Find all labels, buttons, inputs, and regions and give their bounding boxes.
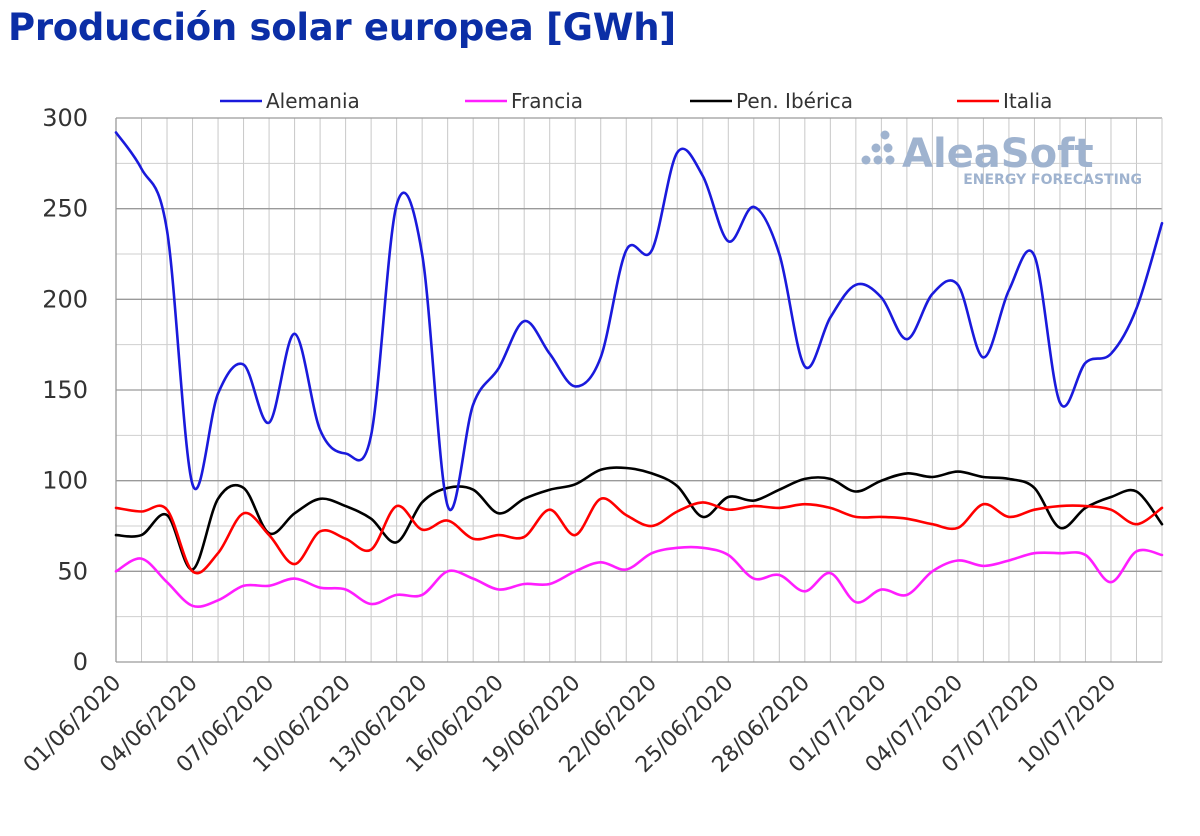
y-tick-label: 200: [42, 285, 88, 313]
y-tick-label: 150: [42, 376, 88, 404]
x-axis: 01/06/202004/06/202007/06/202010/06/2020…: [19, 671, 1121, 778]
legend-label: Alemania: [266, 89, 360, 113]
series-line-francia: [114, 545, 1164, 608]
legend: Alemania Francia Pen. Ibérica Italia: [220, 89, 1052, 113]
legend-label: Francia: [511, 89, 583, 113]
series-line-pen-ib-rica: [114, 466, 1164, 571]
grid: [115, 117, 1163, 663]
y-tick-label: 300: [42, 104, 88, 132]
series-line-alemania: [114, 131, 1164, 511]
logo-tagline: ENERGY FORECASTING: [963, 172, 1142, 188]
legend-label: Pen. Ibérica: [736, 89, 853, 113]
y-tick-label: 0: [73, 648, 88, 676]
y-tick-label: 100: [42, 467, 88, 495]
y-tick-label: 250: [42, 195, 88, 223]
y-axis: 0 50 100 150 200 250 300: [42, 104, 88, 676]
y-tick-label: 50: [57, 557, 88, 585]
series-line-italia: [114, 497, 1164, 575]
aleasoft-logo: AleaSoft ENERGY FORECASTING: [861, 130, 1142, 188]
logo-dots-icon: [861, 130, 895, 165]
legend-label: Italia: [1003, 89, 1052, 113]
logo-name: AleaSoft: [902, 131, 1094, 177]
chart-title: Producción solar europea [GWh]: [8, 6, 676, 49]
series-lines: [114, 131, 1164, 608]
